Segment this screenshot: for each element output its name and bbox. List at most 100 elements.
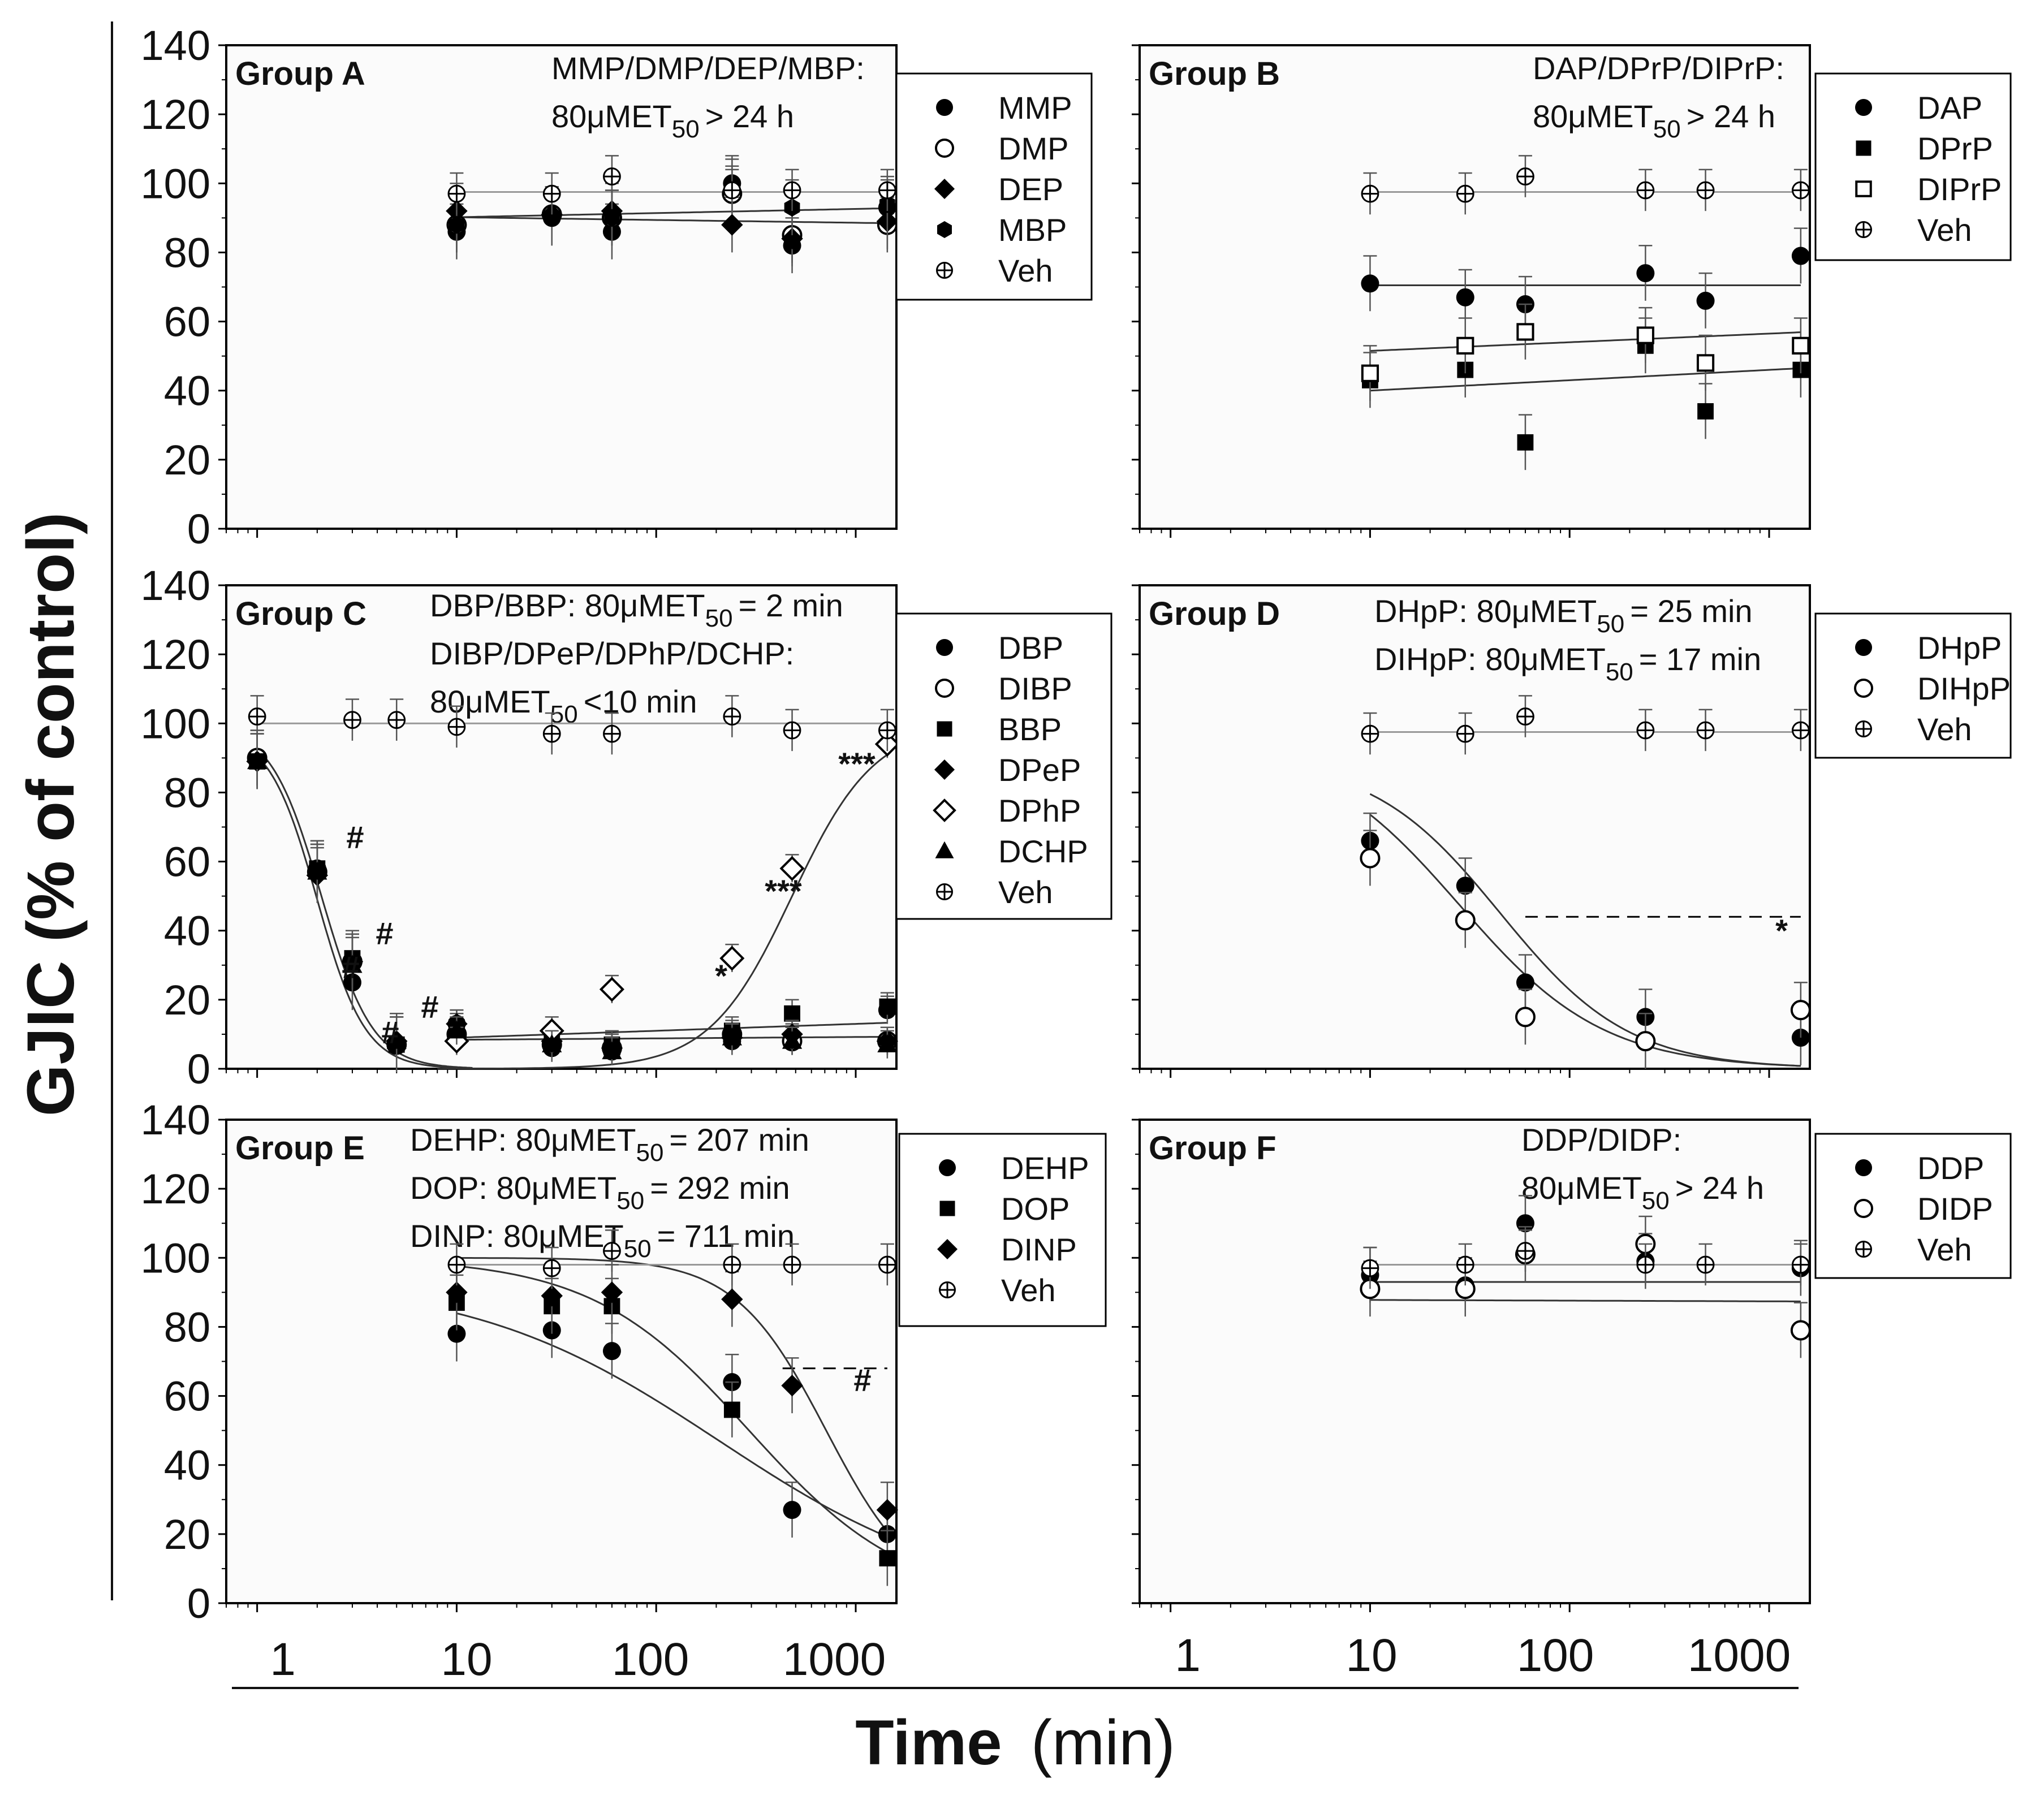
series-veh	[1361, 155, 1810, 215]
fit-curves	[256, 722, 888, 1070]
data-point	[1854, 1199, 1873, 1218]
annotation-compounds: MMP/DMP/DEP/MBP:	[551, 50, 865, 86]
et50-annotation: DIHpP: 80μMET50 = 17 min	[1374, 641, 1761, 686]
plot-frame	[1139, 44, 1811, 530]
plot-frame	[225, 584, 898, 1070]
fit-curve	[437, 754, 888, 1070]
data-point	[542, 724, 561, 743]
data-point	[1361, 724, 1379, 743]
legend: DAP DPrP DIPrP Veh	[1814, 72, 2012, 261]
data-point	[1855, 1159, 1872, 1176]
legend-label: DDP	[1917, 1150, 1984, 1186]
data-point	[541, 1285, 563, 1307]
data-point	[1855, 180, 1872, 197]
data-point	[1456, 288, 1474, 306]
et50-annotation: DDP/DIDP:	[1521, 1122, 1681, 1158]
data-point	[386, 1030, 407, 1049]
et50-value: <10 min	[584, 684, 697, 719]
et50-symbol: 80μMET	[496, 1170, 616, 1206]
legend-label: DEP	[998, 171, 1063, 207]
data-point	[1696, 354, 1715, 372]
data-point	[1456, 877, 1474, 895]
data-point	[935, 679, 954, 698]
et50-symbol: 80μMET	[430, 684, 550, 719]
et50-annotation: 80μMET50 <10 min	[430, 684, 697, 728]
et50-subscript: 50	[636, 1139, 663, 1167]
et50-annotation: DEHP: 80μMET50 = 207 min	[410, 1122, 809, 1167]
series-dap	[1361, 227, 1810, 332]
data-point	[878, 1255, 896, 1274]
data-point	[939, 1201, 955, 1216]
data-point	[1696, 1255, 1715, 1274]
data-point	[1791, 721, 1810, 740]
y-tick-label: 20	[164, 977, 210, 1024]
data-point	[542, 1259, 561, 1277]
data-point	[1696, 291, 1715, 310]
data-point	[1855, 720, 1872, 737]
x-tick-labels-right: 1 10 100 1000	[1175, 1630, 1791, 1681]
data-point	[1516, 323, 1534, 341]
data-point	[1456, 724, 1474, 743]
data-point	[783, 181, 801, 200]
panel-title: Group A	[235, 55, 365, 92]
x-tick-label: 1000	[1688, 1630, 1791, 1681]
y-tick-label: 60	[164, 299, 210, 346]
plot-frame	[1139, 1119, 1811, 1604]
legend-box	[898, 1133, 1107, 1327]
legend-label: DHpP	[1917, 630, 2002, 666]
fit-curve	[456, 1257, 889, 1532]
data-point	[1855, 99, 1872, 116]
et50-symbol: 80μMET	[585, 588, 705, 623]
fit-curves	[1370, 191, 1801, 392]
significance-mark: #	[853, 1362, 871, 1398]
legend: DEHP DOP DINP Veh	[898, 1133, 1107, 1327]
annotation-compounds: DHpP:	[1374, 593, 1477, 629]
legend-label: DBP	[998, 630, 1063, 666]
data-point	[247, 751, 268, 770]
plot-frame	[225, 1119, 898, 1604]
significance-mark: *	[1775, 913, 1788, 948]
legend-box	[895, 72, 1093, 301]
data-point	[783, 721, 801, 740]
fit-curve	[1369, 814, 1801, 1067]
data-point	[1516, 167, 1534, 185]
data-point	[723, 1401, 740, 1418]
et50-value: = 292 min	[650, 1170, 790, 1206]
et50-subscript: 50	[1606, 658, 1633, 686]
legend-label: Veh	[998, 253, 1053, 288]
annotation-compounds: DIBP/DPeP/DPhP/DCHP:	[430, 636, 794, 671]
data-point	[876, 1499, 899, 1521]
legend-box	[1814, 1133, 2012, 1279]
data-point	[544, 209, 560, 227]
significance-mark: ***	[838, 746, 876, 782]
fit-curve	[256, 755, 473, 1069]
data-point	[937, 221, 952, 238]
legend: DDP DIDP Veh	[1814, 1133, 2012, 1279]
et50-subscript: 50	[1597, 610, 1624, 638]
data-point	[1455, 910, 1476, 931]
data-point	[1635, 1031, 1656, 1052]
x-tick-label: 10	[441, 1634, 492, 1685]
legend-label: DPeP	[998, 752, 1081, 788]
fit-curves	[456, 191, 887, 225]
fit-curve	[1370, 1299, 1801, 1302]
significance-mark: #	[346, 819, 364, 855]
legend: DHpP DIHpP Veh	[1814, 612, 2012, 759]
data-point	[1456, 336, 1474, 355]
data-point	[1792, 336, 1810, 355]
data-point	[1360, 848, 1381, 869]
et50-value: = 17 min	[1639, 641, 1761, 677]
data-point	[723, 707, 741, 726]
data-point	[723, 1255, 741, 1274]
fit-curve	[1369, 793, 1801, 1067]
y-tick-label: 140	[141, 562, 210, 609]
y-tick-label: 140	[141, 22, 210, 69]
series-veh	[447, 1229, 896, 1289]
panel-title: Group C	[235, 595, 366, 632]
series-veh	[1361, 695, 1810, 755]
et50-subscript: 50	[616, 1187, 644, 1215]
data-point	[1456, 184, 1474, 203]
data-point	[603, 167, 621, 185]
panel-group-a: 0 20 40 60 80 100 120 140 Group A MMP/DMP/DEP/MBP…	[141, 22, 1093, 552]
series-diprp	[1361, 303, 1810, 401]
